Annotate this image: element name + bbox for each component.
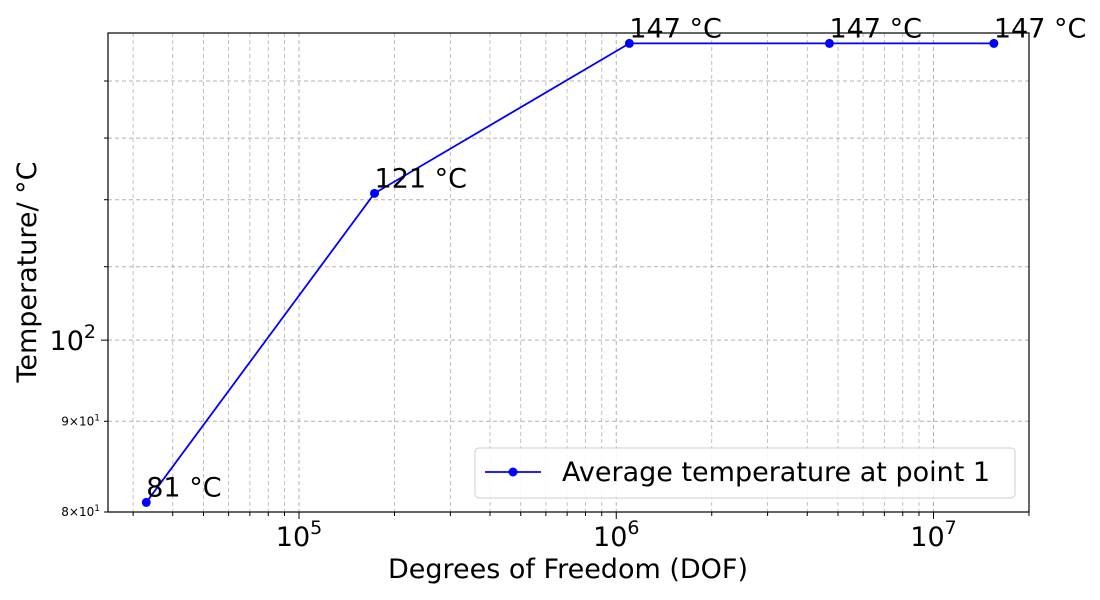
legend-marker <box>508 467 518 477</box>
legend-box <box>474 447 1016 499</box>
x-axis-label: Degrees of Freedom (DOF) <box>388 554 748 585</box>
legend-label: Average temperature at point 1 <box>562 457 990 488</box>
y-tick-label: 9×101 <box>61 413 100 428</box>
data-label: 147 °C <box>629 13 721 44</box>
x-tick-label: 107 <box>910 517 956 553</box>
data-label: 81 °C <box>146 472 221 503</box>
series-line <box>145 42 994 503</box>
axis-ticks: 105 106 107 102 9×101 8×101 <box>50 80 1030 553</box>
legend: Average temperature at point 1 <box>474 447 1016 499</box>
x-tick-label: 106 <box>593 517 639 553</box>
data-point <box>989 38 999 48</box>
y-tick-label: 8×101 <box>61 504 100 519</box>
series-layer <box>141 38 999 507</box>
x-tick-label: 105 <box>276 517 322 553</box>
data-labels: 81 °C 121 °C 147 °C 147 °C 147 °C <box>146 13 1086 503</box>
data-point <box>370 188 380 198</box>
y-tick-label: 102 <box>50 321 96 357</box>
y-axis-label: Temperature/ °C <box>12 161 43 383</box>
data-point <box>824 38 834 48</box>
data-label: 121 °C <box>375 163 467 194</box>
data-label: 147 °C <box>994 13 1086 44</box>
plot-frame <box>107 32 1030 513</box>
data-point <box>141 497 151 507</box>
grid <box>108 33 1030 513</box>
data-label: 147 °C <box>829 13 921 44</box>
data-point <box>624 38 634 48</box>
